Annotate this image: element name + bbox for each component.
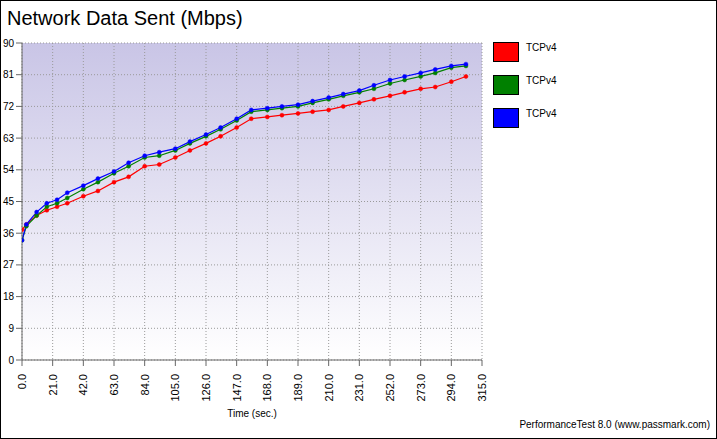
svg-text:54: 54 bbox=[8, 164, 14, 175]
svg-text:18: 18 bbox=[8, 291, 14, 302]
svg-text:168.0: 168.0 bbox=[261, 374, 273, 402]
svg-text:84.0: 84.0 bbox=[139, 374, 151, 395]
svg-text:Time (sec.): Time (sec.) bbox=[227, 408, 277, 419]
svg-text:27: 27 bbox=[8, 259, 14, 270]
svg-text:315.0: 315.0 bbox=[476, 374, 488, 402]
svg-text:126.0: 126.0 bbox=[200, 374, 212, 402]
svg-text:0: 0 bbox=[8, 355, 14, 366]
svg-text:81: 81 bbox=[8, 69, 14, 80]
svg-text:147.0: 147.0 bbox=[231, 374, 243, 402]
svg-text:231.0: 231.0 bbox=[353, 374, 365, 402]
svg-text:210.0: 210.0 bbox=[323, 374, 335, 402]
svg-text:45: 45 bbox=[8, 196, 14, 207]
svg-text:9: 9 bbox=[8, 323, 14, 334]
svg-text:63.0: 63.0 bbox=[108, 374, 120, 395]
svg-text:21.0: 21.0 bbox=[47, 374, 59, 395]
svg-text:0.0: 0.0 bbox=[16, 374, 28, 389]
svg-text:72: 72 bbox=[8, 101, 14, 112]
html-text:Network Data Sent (Mbps): Network Data Sent (Mbps) bbox=[7, 7, 243, 29]
svg-text:273.0: 273.0 bbox=[415, 374, 427, 402]
svg-text:252.0: 252.0 bbox=[384, 374, 396, 402]
svg-text:294.0: 294.0 bbox=[445, 374, 457, 402]
svg-text:90: 90 bbox=[8, 38, 14, 49]
svg-text:63: 63 bbox=[8, 133, 14, 144]
svg-text:42.0: 42.0 bbox=[77, 374, 89, 395]
svg-text:36: 36 bbox=[8, 228, 14, 239]
html-text:TCPv4: TCPv4 bbox=[526, 108, 557, 119]
svg-text:189.0: 189.0 bbox=[292, 374, 304, 402]
svg-text:105.0: 105.0 bbox=[169, 374, 181, 402]
html-text:TCPv4: TCPv4 bbox=[526, 75, 557, 86]
html-text:TCPv4: TCPv4 bbox=[526, 42, 557, 53]
html-text:PerformanceTest 8.0 (www.passm: PerformanceTest 8.0 (www.passmark.com) bbox=[519, 419, 710, 430]
